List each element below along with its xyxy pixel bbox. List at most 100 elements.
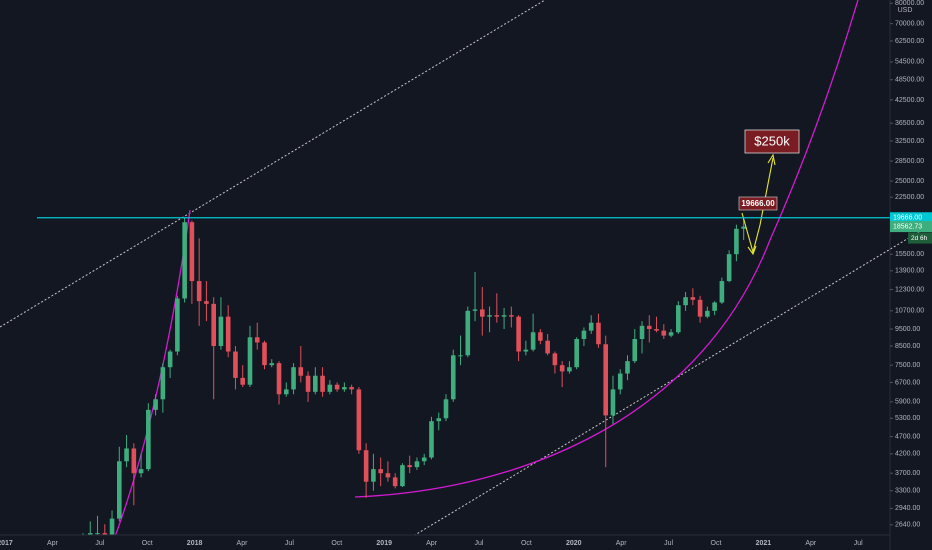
candle-body: [211, 303, 216, 347]
candle-body: [378, 469, 383, 474]
candle-body: [269, 363, 275, 366]
y-tick-label: 13900.00: [895, 268, 924, 275]
y-tick-label: 2640.00: [895, 522, 920, 529]
candle-body: [276, 363, 282, 395]
candle-body: [559, 365, 565, 372]
candle-body: [189, 222, 195, 282]
candle-body: [196, 281, 202, 302]
y-tick-label: 5900.00: [895, 399, 920, 406]
y-tick-label: 2940.00: [895, 505, 920, 512]
y-tick-label: 10700.00: [895, 308, 924, 315]
y-tick-label: 3700.00: [895, 470, 920, 477]
candles: [80, 217, 746, 550]
candle-body: [182, 222, 187, 299]
candle-body: [349, 387, 354, 390]
y-tick-label: 5300.00: [895, 415, 920, 422]
candle-body: [429, 421, 434, 458]
candle-body: [683, 297, 688, 306]
x-tick-label: Apr: [426, 540, 438, 547]
y-tick-label: 3300.00: [895, 488, 920, 495]
target-box: [744, 129, 800, 154]
candle-body: [262, 342, 267, 366]
candle-body: [509, 315, 514, 317]
x-tick-label: Oct: [711, 540, 722, 547]
candle-body: [443, 399, 449, 419]
candle-body: [175, 298, 180, 352]
candle-body: [320, 375, 325, 392]
candle-body: [204, 301, 209, 304]
candle-body: [305, 375, 311, 392]
trend-line: [0, 0, 546, 328]
candle-body: [385, 473, 391, 478]
candle-body: [291, 367, 296, 390]
x-tick-label: 2018: [187, 540, 203, 547]
candle-body: [494, 315, 500, 317]
x-tick-label: Jul: [285, 540, 294, 547]
candle-body: [117, 461, 122, 519]
candle-body: [646, 325, 652, 330]
target-label: $250k: [754, 133, 790, 148]
level-label: 19666.00: [741, 199, 775, 208]
candle-body: [661, 330, 667, 336]
candle-body: [124, 448, 129, 462]
candle-body: [617, 373, 623, 390]
y-tick-label: 80000.00: [895, 0, 924, 7]
candle-body: [567, 367, 572, 372]
x-tick-label: 2020: [566, 540, 582, 547]
curve: [354, 0, 859, 498]
price-level-tag: [890, 212, 932, 224]
candle-body: [734, 228, 739, 255]
candle-body: [654, 329, 659, 331]
candle-body: [421, 457, 427, 462]
y-tick-label: 42500.00: [895, 97, 924, 104]
candle-body: [160, 367, 166, 400]
candle-body: [726, 254, 732, 282]
candle-body: [146, 409, 151, 470]
y-tick-label: 6700.00: [895, 379, 920, 386]
arrow-head: [767, 153, 776, 166]
y-tick-label: 15500.00: [895, 251, 924, 258]
candle-body: [538, 332, 543, 341]
candle-body: [668, 332, 674, 336]
x-tick-label: Apr: [805, 540, 817, 547]
candle-body: [414, 461, 420, 468]
countdown-label: 2d 6h: [911, 235, 928, 242]
candle-body: [356, 389, 362, 451]
candle-body: [639, 325, 645, 339]
x-tick-label: Apr: [237, 540, 249, 547]
y-tick-label: 4700.00: [895, 433, 920, 440]
candle-body: [581, 330, 587, 339]
candle-body: [247, 337, 253, 385]
overlay: $250k 19666.00: [37, 129, 890, 256]
y-tick-label: 8500.00: [895, 343, 920, 350]
x-tick-label: Apr: [616, 540, 628, 547]
candle-body: [480, 309, 485, 317]
candle-body: [371, 469, 376, 482]
arrow-head: [747, 245, 757, 256]
y-tick-label: 4200.00: [895, 451, 920, 458]
candle-body: [254, 337, 260, 343]
y-tick-label: 54500.00: [895, 59, 924, 66]
x-tick-label: 2021: [756, 540, 772, 547]
y-tick-label: 62500.00: [895, 38, 924, 45]
candle-body: [523, 349, 529, 352]
candle-body: [95, 533, 100, 535]
candle-body: [552, 353, 558, 366]
y-tick-label: 12300.00: [895, 286, 924, 293]
candle-body: [472, 309, 478, 311]
countdown-tag: [908, 232, 932, 244]
y-tick-label: 25000.00: [895, 178, 924, 185]
candle-body: [167, 351, 173, 368]
candle-body: [407, 465, 412, 468]
x-tick-label: Jul: [95, 540, 104, 547]
candle-body: [632, 338, 638, 362]
candle-body: [153, 399, 158, 410]
candle-body: [363, 450, 369, 482]
x-tick-label: Jul: [664, 540, 673, 547]
candle-body: [298, 367, 304, 376]
candle-body: [741, 226, 746, 229]
candle-body: [458, 355, 463, 357]
x-tick-label: 2019: [376, 540, 392, 547]
x-tick-label: Oct: [142, 540, 153, 547]
